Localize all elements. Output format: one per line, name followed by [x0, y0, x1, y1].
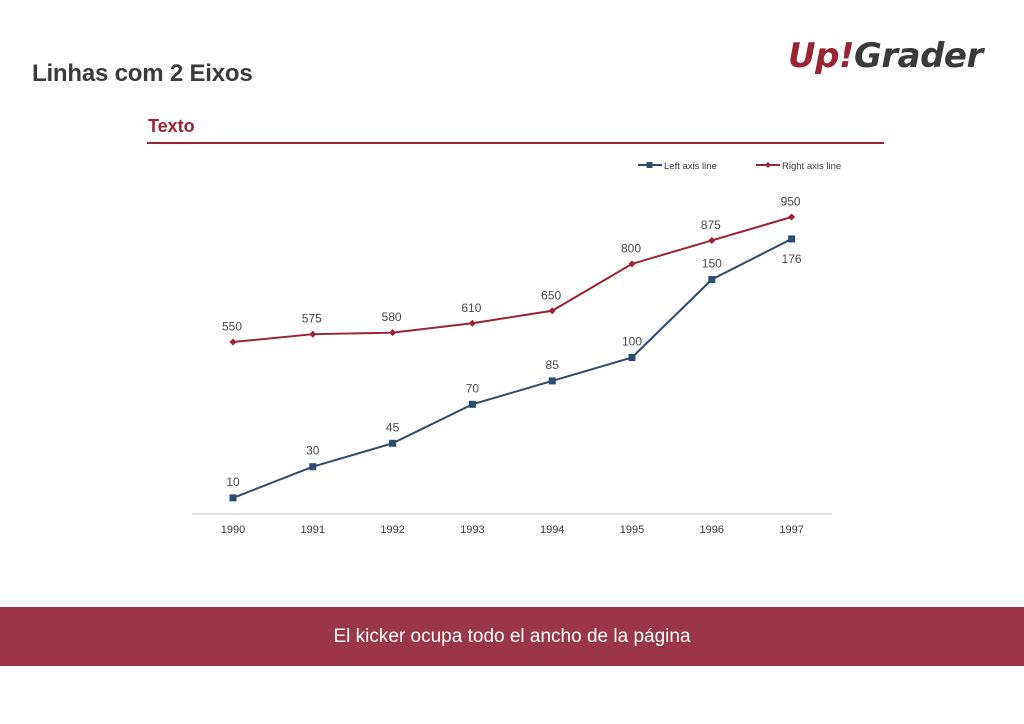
right-axis-data-label: 800	[621, 241, 641, 255]
right-axis-point	[548, 307, 556, 315]
page-title: Linhas com 2 Eixos	[32, 60, 253, 87]
left-axis-point	[309, 463, 317, 471]
x-tick-label: 1993	[460, 524, 484, 536]
left-axis-data-label: 45	[386, 420, 400, 434]
left-axis-data-label: 85	[546, 358, 560, 372]
right-axis-point	[628, 260, 636, 268]
legend-right-label: Right axis line	[782, 161, 841, 172]
left-axis-point	[788, 235, 796, 243]
right-axis-data-label: 550	[222, 320, 242, 334]
x-tick-label: 1996	[700, 524, 724, 536]
left-axis-data-label: 10	[226, 475, 240, 489]
right-axis-data-label: 875	[701, 218, 721, 232]
right-axis-point	[389, 329, 397, 337]
x-tick-label: 1990	[221, 524, 245, 536]
left-axis-data-label: 100	[622, 335, 642, 349]
series-line-left-axis	[232, 238, 793, 499]
section-title: Texto	[148, 116, 195, 136]
legend-right-marker	[765, 162, 771, 168]
x-tick-label: 1995	[620, 524, 644, 536]
x-tick-label: 1992	[380, 524, 404, 536]
left-axis-point	[628, 354, 636, 361]
left-axis-point	[468, 400, 476, 408]
right-axis-data-label: 650	[541, 288, 561, 302]
right-axis-point	[468, 319, 476, 327]
right-axis-point	[708, 236, 716, 244]
right-axis-point	[309, 330, 317, 338]
left-axis-point	[389, 439, 397, 447]
left-axis-point	[548, 377, 556, 385]
left-axis-data-label: 176	[782, 252, 802, 266]
section-divider	[147, 142, 884, 144]
footer-kicker-text: El kicker ocupa todo el ancho de la pági…	[333, 625, 691, 647]
dual-axis-line-chart: 1990 1991 1992 1993 1994 1995 1996 1997 550 575 58…	[192, 161, 841, 536]
left-axis-data-label: 70	[466, 381, 480, 395]
right-axis-data-label: 575	[302, 312, 322, 326]
right-axis-data-label: 610	[461, 301, 481, 315]
right-axis-point	[788, 213, 796, 221]
left-axis-data-label: 30	[306, 444, 320, 458]
x-tick-label: 1991	[301, 524, 325, 536]
left-axis-point	[708, 276, 716, 283]
series-line-right-axis	[232, 216, 792, 343]
right-axis-data-label: 950	[781, 195, 801, 209]
brand-logo: Up!Grader	[788, 36, 983, 76]
x-tick-label: 1997	[779, 524, 803, 536]
right-axis-point	[229, 338, 237, 346]
legend-left-label: Left axis line	[664, 161, 717, 172]
legend-left-marker	[646, 162, 653, 168]
x-tick-label: 1994	[540, 524, 564, 536]
footer-kicker-bar: El kicker ocupa todo el ancho de la pági…	[0, 607, 1024, 666]
logo-part-grader: Grader	[853, 36, 983, 76]
right-axis-data-label: 580	[382, 310, 402, 324]
left-axis-data-label: 150	[702, 257, 722, 271]
left-axis-point	[229, 494, 237, 502]
logo-part-up: Up!	[788, 36, 854, 76]
